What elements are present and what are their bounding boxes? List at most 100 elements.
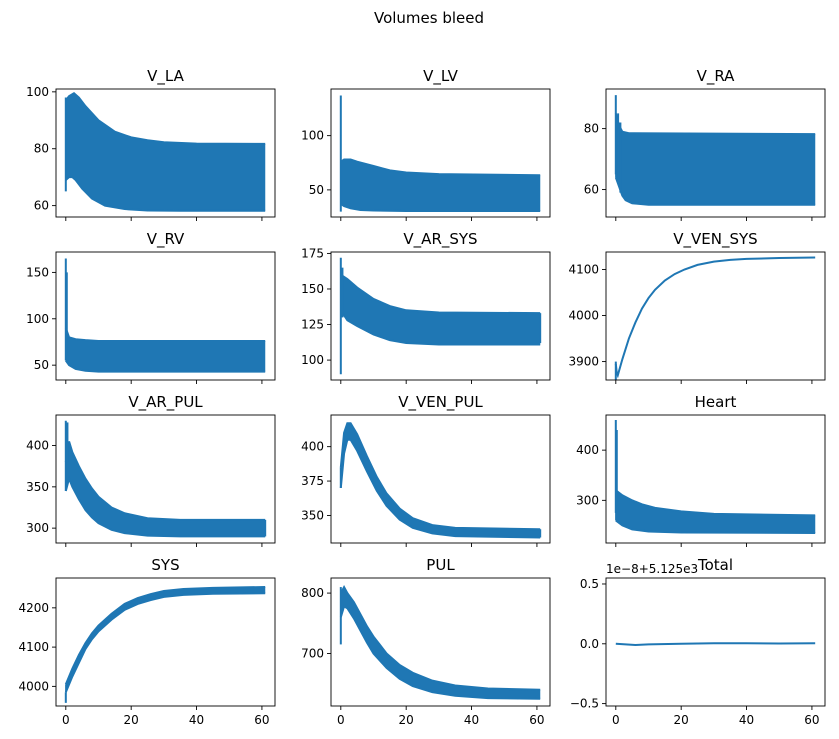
series-v-ven-pul-upper-envelope	[339, 422, 541, 531]
plot-v-rv: V_RV 50 100 150	[26, 230, 276, 384]
plot-v-rv-data	[64, 258, 266, 373]
series-v-ar-pul-oscillation	[65, 443, 266, 537]
plot-sys-xtick-label: 0	[62, 713, 70, 727]
plot-v-ra-ytick-label: 60	[584, 183, 599, 197]
plot-v-rv-ytick-label: 150	[26, 265, 49, 279]
plot-total-xtick-label: 0	[612, 713, 620, 727]
plot-pul-xtick-label: 0	[337, 713, 345, 727]
plot-pul-title: PUL	[426, 556, 455, 574]
series-v-ar-pul-upper-envelope	[64, 441, 266, 521]
plot-v-ven-sys-data	[614, 256, 816, 380]
series-total-line	[615, 642, 816, 646]
series-v-la-oscillation	[65, 93, 266, 211]
plot-v-ar-pul-data	[64, 420, 267, 538]
plot-total-title: Total	[697, 556, 733, 574]
plot-v-ra-ytick-label: 80	[584, 122, 599, 136]
figure-suptitle: Volumes bleed	[374, 9, 484, 27]
plot-v-ven-sys-frame	[605, 251, 826, 381]
plot-total-ytick-label: −0.5	[570, 697, 599, 711]
series-v-lv-oscillation	[340, 159, 541, 212]
plot-sys-xtick-label: 20	[124, 713, 139, 727]
plot-v-lv-ytick-label: 100	[301, 129, 324, 143]
plot-v-ar-pul-frame	[55, 414, 276, 544]
plot-v-ar-pul-ytick-label: 400	[26, 439, 49, 453]
series-sys-lower-envelope	[64, 592, 266, 693]
series-v-ar-sys-lower-envelope	[339, 309, 541, 346]
plot-v-rv-ytick-label: 50	[34, 358, 49, 372]
plot-v-lv-title: V_LV	[423, 67, 458, 86]
plot-v-ar-sys-ytick-label: 125	[301, 318, 324, 332]
plot-total-xtick-label: 60	[804, 713, 819, 727]
plot-v-la-frame	[55, 88, 276, 218]
series-v-ven-pul-lower-envelope	[339, 438, 541, 539]
series-v-ar-pul-lower-envelope	[64, 475, 266, 538]
plot-v-ar-pul-title: V_AR_PUL	[128, 393, 203, 412]
plot-v-la-title: V_LA	[147, 67, 184, 86]
plot-v-ar-sys-ytick-label: 175	[301, 246, 324, 260]
plot-heart-frame	[605, 414, 826, 544]
series-v-lv-lower-envelope	[340, 203, 541, 213]
series-v-rv-upper-envelope	[64, 327, 266, 343]
series-heart-upper-envelope	[615, 489, 816, 517]
plot-heart-ytick-label: 300	[576, 493, 599, 507]
plot-v-ven-pul-ytick-label: 375	[301, 474, 324, 488]
plot-pul: PUL 700 800 0 20 40 60	[301, 556, 551, 727]
plot-sys-xtick-label: 40	[189, 713, 204, 727]
plot-v-ven-sys-ytick-label: 4000	[568, 309, 599, 323]
plot-sys: SYS 4000 4100 4200 0 20 40 60	[18, 556, 276, 727]
plot-v-ar-sys-ytick-label: 150	[301, 282, 324, 296]
plot-v-ven-pul-data	[339, 422, 542, 539]
plot-total-frame	[605, 577, 826, 707]
plot-pul-frame	[330, 577, 551, 707]
plot-total-ytick-label: 0.0	[580, 637, 599, 651]
plot-heart: Heart 300 400	[576, 393, 826, 547]
plot-pul-xtick-label: 40	[464, 713, 479, 727]
plot-total-offset-text: 1e−8+5.125e3	[606, 562, 698, 576]
plot-v-ar-pul-ytick-label: 300	[26, 521, 49, 535]
plot-v-ar-sys-frame	[330, 251, 551, 381]
plot-v-ven-pul-frame	[330, 414, 551, 544]
plot-total-xtick-label: 20	[674, 713, 689, 727]
series-v-ra-upper-envelope	[614, 113, 816, 136]
series-heart-oscillation	[615, 490, 816, 533]
series-v-la-upper-envelope	[65, 92, 266, 145]
plot-v-lv-ytick-label: 50	[309, 183, 324, 197]
plot-v-ven-sys: V_VEN_SYS 3900 4000 4100	[568, 230, 826, 384]
series-v-ven-sys-line	[614, 256, 816, 379]
plot-heart-ytick-label: 400	[576, 443, 599, 457]
plot-total: Total −0.5 0.0 0.5 0 20 40 60 1e−8+5.125e3	[570, 556, 826, 727]
plot-v-ar-sys: V_AR_SYS 100 125 150 175	[301, 230, 551, 384]
plot-v-ven-sys-ytick-label: 4100	[568, 262, 599, 276]
plot-v-ven-pul-title: V_VEN_PUL	[398, 393, 483, 412]
plot-sys-ytick-label: 4200	[18, 601, 49, 615]
plot-v-lv-frame	[330, 88, 551, 218]
series-v-lv-upper-envelope	[340, 158, 541, 177]
plot-v-ar-sys-ytick-label: 100	[301, 353, 324, 367]
series-v-la-lower-envelope	[65, 176, 266, 212]
plot-v-ra-title: V_RA	[697, 67, 736, 86]
series-pul-lower-envelope	[339, 604, 541, 700]
plot-pul-xtick-label: 20	[399, 713, 414, 727]
plot-pul-ytick-label: 800	[301, 586, 324, 600]
plot-v-la-ytick-label: 80	[34, 142, 49, 156]
series-v-ar-sys-upper-envelope	[340, 273, 541, 315]
plot-v-ven-pul: V_VEN_PUL 350 375 400	[301, 393, 551, 547]
plot-sys-ytick-label: 4100	[18, 640, 49, 654]
plot-v-ven-sys-title: V_VEN_SYS	[673, 230, 757, 249]
plot-sys-frame	[55, 577, 276, 707]
plot-v-ar-sys-data	[339, 257, 542, 375]
plot-sys-ytick-label: 4000	[18, 679, 49, 693]
series-v-rv-lower-envelope	[64, 359, 266, 373]
plot-pul-data	[339, 584, 541, 700]
plot-sys-xtick-label: 60	[254, 713, 269, 727]
plot-v-ven-sys-ytick-label: 3900	[568, 355, 599, 369]
plot-total-xtick-label: 40	[739, 713, 754, 727]
plot-v-la: V_LA 60 80 100	[26, 67, 276, 221]
series-v-rv-oscillation	[65, 328, 266, 372]
plot-v-ven-pul-ytick-label: 400	[301, 440, 324, 454]
subplots-grid: V_LA 60 80 100 V_LV 50 100 V_RA 60 80 V_RV 50 100 150…	[18, 67, 826, 727]
series-v-ra-oscillation	[615, 113, 816, 205]
series-sys-oscillation	[65, 587, 266, 693]
plot-v-lv: V_LV 50 100	[301, 67, 551, 221]
